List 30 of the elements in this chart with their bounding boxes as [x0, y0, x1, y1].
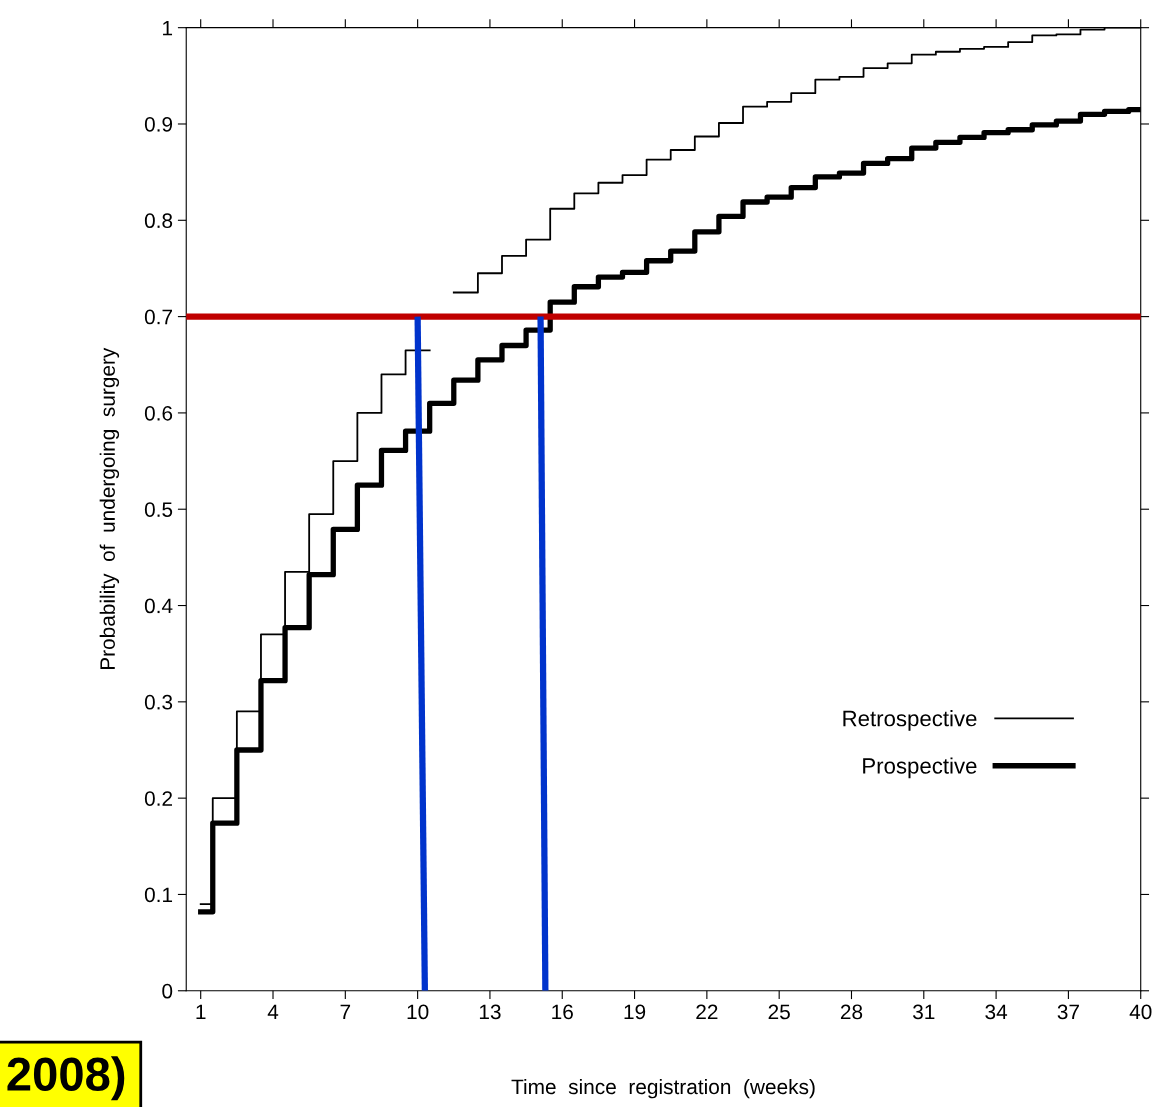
- x-tick-label: 28: [840, 1004, 863, 1020]
- x-tick-label: 1: [196, 1004, 206, 1020]
- y-tick-label: 0.8: [144, 213, 173, 229]
- text: 2008): [7, 1056, 125, 1101]
- x-tick-label: 25: [768, 1004, 790, 1020]
- y-tick-label: 0.7: [144, 309, 172, 325]
- x-axis-title: Time since registration (weeks): [511, 1078, 815, 1099]
- x-tick-label: 34: [985, 1004, 1008, 1020]
- y-tick-label: 0.6: [144, 405, 173, 421]
- x-tick-label: 40: [1129, 1004, 1152, 1020]
- x-tick-label: 31: [913, 1004, 935, 1020]
- x-tick-label: 4: [267, 1004, 279, 1020]
- x-tick-label: 13: [479, 1004, 501, 1020]
- y-tick-label: 0.4: [144, 598, 173, 614]
- x-tick-label: 19: [624, 1004, 646, 1020]
- y-tick-label: 0.1: [144, 887, 173, 903]
- y-axis-title: Probability of undergoing surgery: [99, 347, 120, 670]
- x-tick-label: 7: [340, 1004, 351, 1020]
- y-tick-label: 0.2: [144, 791, 172, 806]
- legend-label: Retrospective: [843, 710, 977, 731]
- legend-label: Prospective: [863, 757, 977, 779]
- y-tick-label: 0: [162, 983, 173, 999]
- y-tick-label: 1: [163, 20, 173, 36]
- y-tick-label: 0.9: [144, 116, 173, 132]
- x-tick-label: 22: [696, 1004, 718, 1020]
- y-tick-label: 0.3: [144, 694, 173, 710]
- x-tick-label: 16: [552, 1004, 573, 1020]
- x-tick-label: 37: [1057, 1004, 1079, 1020]
- y-tick-label: 0.5: [144, 502, 173, 517]
- x-tick-label: 10: [407, 1004, 429, 1020]
